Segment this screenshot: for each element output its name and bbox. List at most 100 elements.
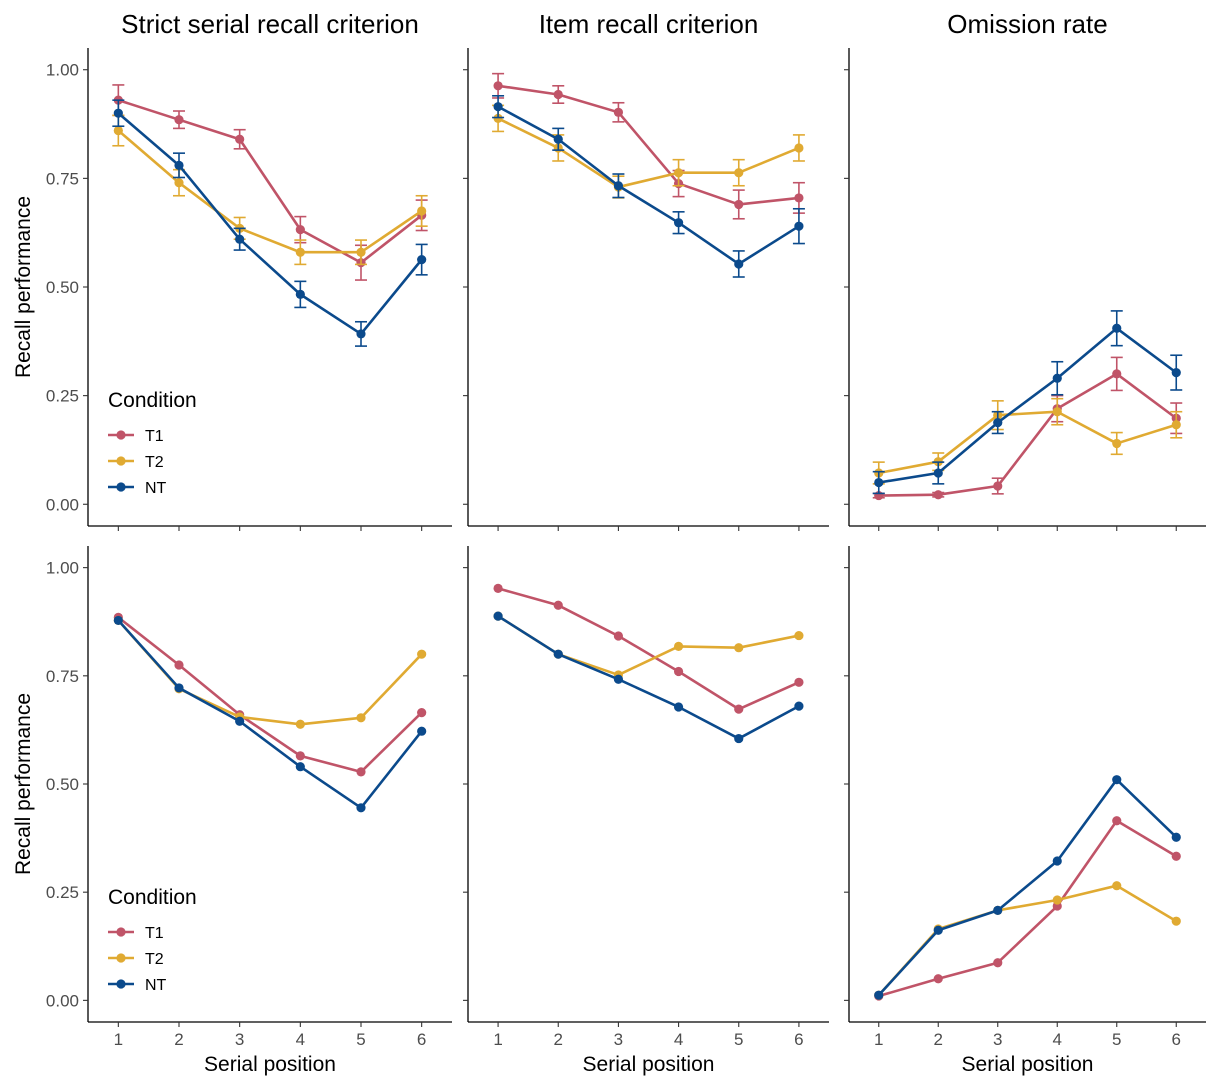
panel-top-middle-series-t2-point-6 <box>794 143 804 153</box>
panel-bottom-middle-series-t2-point-5 <box>734 643 744 653</box>
panel-bottom-left-xtick-label: 5 <box>356 1030 365 1049</box>
panel-top-left-ytick-label: 0.00 <box>46 495 79 514</box>
panel-bottom-left-legend-key-point-t2 <box>116 953 126 963</box>
panel-top-left-series-t1-point-3 <box>235 134 245 144</box>
panel-bottom-left-series-t1-point-4 <box>295 751 305 761</box>
panel-bottom-left-legend-key-point-nt <box>116 979 126 989</box>
panel-bottom-right-series-nt-line <box>877 778 1178 997</box>
panel-top-middle-series-nt-point-2 <box>553 134 563 144</box>
panel-top-right-series-t2-point-4 <box>1052 407 1062 417</box>
panel-bottom-middle-series-nt-line <box>497 615 800 740</box>
panel-top-right-series-nt-point-4 <box>1052 373 1062 383</box>
panel-bottom-right-series-nt-point-3 <box>993 905 1003 915</box>
panel-bottom-left-xtick-label: 1 <box>114 1030 123 1049</box>
panel-top-middle-series-t2-point-5 <box>734 168 744 178</box>
panel-bottom-left-series-nt-point-4 <box>295 762 305 772</box>
panel-bottom-middle-series-t1-point-2 <box>553 600 563 610</box>
panel-bottom-right-series-nt-point-6 <box>1171 832 1181 842</box>
panel-bottom-right-series-t1-point-2 <box>933 974 943 984</box>
panel-top-right-series-nt-point-3 <box>993 417 1003 428</box>
panel-bottom-right-x-axis-title: Serial position <box>962 1053 1094 1076</box>
panel-bottom-middle-series-t1-point-5 <box>734 704 744 714</box>
panel-top-left-series-t2-line <box>117 129 423 254</box>
panel-bottom-left-legend-key-point-t1 <box>116 927 126 937</box>
panel-bottom-left-series-t2-point-4 <box>295 719 305 729</box>
panel-top-left-ytick-label: 0.25 <box>46 387 79 406</box>
panel-top-right-series-nt-point-2 <box>933 468 943 478</box>
panel-bottom-middle-series-t1-line <box>497 587 800 711</box>
panel-top-middle-series-t2-point-1 <box>493 113 503 123</box>
panel-bottom-right-xtick-label: 3 <box>993 1030 1002 1049</box>
panel-bottom-right-xtick-label: 1 <box>874 1030 883 1049</box>
panel-bottom-left-series-nt-point-1 <box>113 615 123 626</box>
panel-top-middle-series-nt-point-5 <box>734 259 744 269</box>
panel-top-right-series-t2-line <box>878 410 1177 475</box>
panel-bottom-middle-series-t2-point-6 <box>794 630 804 641</box>
panel-bottom-left-series-nt-line <box>117 619 423 810</box>
panel-top-middle-series-t1-line <box>497 84 800 206</box>
panel-bottom-left-ytick-label: 0.25 <box>46 883 79 902</box>
panel-bottom-left-series-t1-point-6 <box>417 708 427 718</box>
panel-bottom-middle-series-t1-point-1 <box>493 583 503 594</box>
panel-bottom-right-xtick-label: 6 <box>1172 1030 1181 1049</box>
panel-bottom-middle-series-t1-point-6 <box>794 677 804 687</box>
panel-bottom-left-series-nt-point-3 <box>235 716 245 726</box>
panel-top-left-legend-label-t2: T2 <box>145 454 164 471</box>
panel-bottom-left-series-t1-point-2 <box>174 660 184 670</box>
panel-top-left-ytick-label: 0.50 <box>46 278 79 297</box>
panel-bottom-middle-series-nt-point-4 <box>673 702 684 712</box>
panel-top-middle-series-t1-point-6 <box>794 193 804 203</box>
panel-top-left-series-t1-point-4 <box>295 225 305 235</box>
panel-bottom-left-legend-label-t2: T2 <box>145 951 164 968</box>
panel-bottom-middle-series-t2-point-4 <box>673 641 684 651</box>
panel-top-middle-series-nt-point-3 <box>613 181 624 191</box>
panel-bottom-middle-xtick-label: 4 <box>674 1030 683 1049</box>
panel-bottom-right-series-nt-point-1 <box>874 990 884 1000</box>
panel-bottom-right-series-nt-point-4 <box>1052 856 1062 866</box>
panel-top-left-legend-title: Condition <box>108 389 197 412</box>
panel-top-left-series-t2-point-2 <box>174 178 184 188</box>
panel-top-left-ytick-label: 1.00 <box>46 61 79 80</box>
panel-bottom-left-ytick-label: 0.00 <box>46 991 79 1010</box>
panel-bottom-right-series-t1-line <box>878 819 1177 998</box>
panel-bottom-right-xtick-label: 5 <box>1112 1030 1121 1049</box>
panel-top-right-series-nt-line <box>878 326 1178 484</box>
panel-top-left-legend-label-t1: T1 <box>145 428 164 445</box>
panel-top-right-series-nt-point-5 <box>1112 323 1122 333</box>
panel-top-middle-series-t1-point-3 <box>613 107 624 117</box>
panel-top-right-series-t1-point-5 <box>1112 369 1122 379</box>
panel-top-left-series-t1-line <box>117 98 423 264</box>
panel-top-left-legend-key-point-nt <box>116 482 126 492</box>
panel-bottom-left-ytick-label: 1.00 <box>46 559 79 578</box>
panel-bottom-right-xtick-label: 4 <box>1053 1030 1062 1049</box>
panel-top-left-series-nt-line <box>117 112 423 336</box>
panel-top-right-series-t1-point-2 <box>933 490 943 500</box>
panel-top-left-legend-label-nt: NT <box>145 480 167 497</box>
panel-bottom-left-series-t1-line <box>117 616 423 774</box>
panel-bottom-right-series-nt-point-5 <box>1112 775 1122 785</box>
panel-bottom-right-series-t1-point-5 <box>1112 816 1122 826</box>
panel-top-right-series-nt-point-1 <box>874 477 884 488</box>
panel-top-middle-series-t1-point-5 <box>734 199 744 210</box>
panel-top-left-series-t2-point-6 <box>417 206 427 216</box>
panel-bottom-left-x-axis-title: Serial position <box>204 1053 336 1076</box>
panel-bottom-middle-xtick-label: 6 <box>794 1030 803 1049</box>
panel-bottom-middle-xtick-label: 5 <box>734 1030 743 1049</box>
panel-bottom-right-series-t2-point-4 <box>1052 895 1062 905</box>
panel-top-middle-series-nt-point-4 <box>673 218 684 228</box>
panel-bottom-left-xtick-label: 6 <box>417 1030 426 1049</box>
panel-bottom-middle-series-nt-point-1 <box>493 611 503 621</box>
panel-top-left-series-t2-point-4 <box>295 247 305 257</box>
panel-bottom-middle-xtick-label: 1 <box>493 1030 502 1049</box>
panel-top-left-ytick-label: 0.75 <box>46 169 79 188</box>
panel-bottom-middle-xtick-label: 3 <box>614 1030 623 1049</box>
panel-bottom-middle-series-nt-point-6 <box>794 701 804 711</box>
panel-bottom-middle-x-axis-title: Serial position <box>583 1053 715 1076</box>
panel-bottom-left-series-t1-point-5 <box>356 767 366 777</box>
panel-bottom-middle-series-t1-point-3 <box>613 631 624 641</box>
panel-bottom-left-series-t2-point-6 <box>417 649 427 659</box>
column-title-2: Item recall criterion <box>539 9 759 39</box>
panel-top-left-series-nt-point-6 <box>417 255 427 265</box>
panel-bottom-middle-series-nt-point-3 <box>613 674 624 684</box>
